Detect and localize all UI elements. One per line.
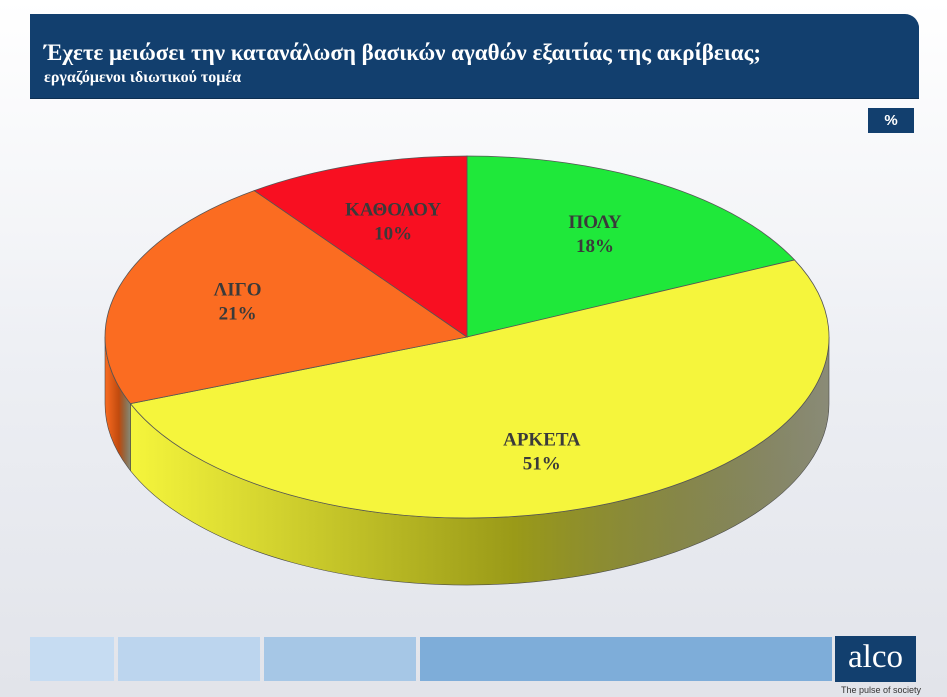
slice-value-λιγο: 21% <box>219 304 257 325</box>
footer-bar-1 <box>30 637 114 681</box>
logo-tagline: The pulse of society <box>841 685 922 695</box>
pie-tops <box>104 155 830 519</box>
slice-value-καθολου: 10% <box>374 223 412 244</box>
logo-text: alco <box>848 638 903 675</box>
slice-label-λιγο: ΛΙΓΟ <box>214 280 262 301</box>
footer-bar-4 <box>420 637 832 681</box>
slice-λιγο <box>104 190 469 405</box>
slice-label-πολυ: ΠΟΛΥ <box>568 212 621 233</box>
slice-καθολου <box>253 155 468 338</box>
slice-label-καθολου: ΚΑΘΟΛΟΥ <box>345 199 441 220</box>
alco-logo: alco <box>835 636 916 682</box>
slice-πολυ <box>466 155 796 338</box>
slice-value-αρκετα: 51% <box>523 453 561 474</box>
slice-αρκετα <box>129 259 830 519</box>
slice-value-πολυ: 18% <box>576 236 614 257</box>
chart-subtitle: εργαζόμενοι ιδιωτικού τομέα <box>44 69 242 86</box>
slice-labels: ΠΟΛΥ 18% ΑΡΚΕΤΑ 51% ΛΙΓΟ 21% ΚΑΘΟΛΟΥ 10% <box>214 199 622 474</box>
footer-bar-2 <box>118 637 260 681</box>
slice-label-αρκετα: ΑΡΚΕΤΑ <box>503 429 581 450</box>
footer-bar-3 <box>264 637 416 681</box>
pie-chart: ΠΟΛΥ 18% ΑΡΚΕΤΑ 51% ΛΙΓΟ 21% ΚΑΘΟΛΟΥ 10% <box>104 155 830 586</box>
unit-badge: % <box>868 108 914 133</box>
chart-title: Έχετε μειώσει την κατανάλωση βασικών αγα… <box>44 40 761 65</box>
title-bar: Έχετε μειώσει την κατανάλωση βασικών αγα… <box>30 14 919 98</box>
